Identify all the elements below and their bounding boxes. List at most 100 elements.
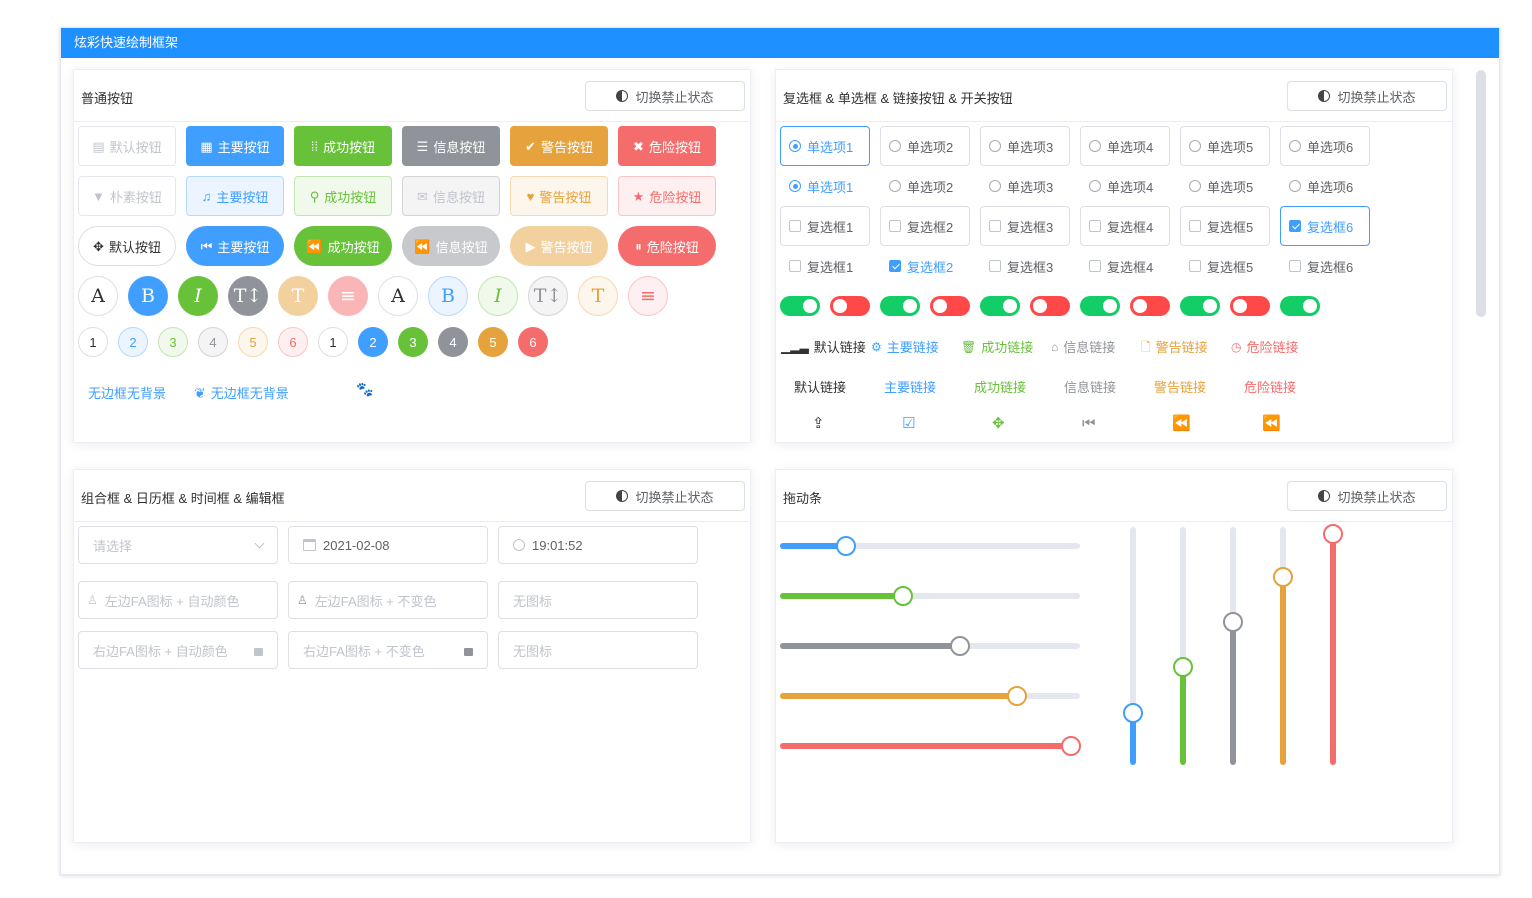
align-icon-button[interactable]: ≡ — [328, 276, 368, 316]
danger-text-link[interactable]: 危险链接 — [1244, 380, 1297, 395]
primary-button[interactable]: ⏮ 主要按钮 — [186, 226, 284, 266]
info-button[interactable]: ☰ 信息按钮 — [402, 126, 500, 166]
toggle-disabled-button[interactable]: 切换禁止状态 — [585, 81, 745, 111]
text-height-icon-button[interactable]: T↕ — [228, 276, 268, 316]
paw-button[interactable]: 🐾 — [356, 382, 373, 396]
slider-thumb[interactable] — [1007, 686, 1027, 706]
slider-thumb[interactable] — [1323, 524, 1343, 545]
radio-bordered-1[interactable]: 单选项1 — [780, 126, 870, 166]
checkbox-1[interactable]: 复选框1 — [789, 256, 853, 276]
primary-button[interactable]: ♫ 主要按钮 — [186, 176, 284, 216]
input-no-icon[interactable]: 无图标 — [498, 581, 698, 619]
toggle-switch[interactable] — [1230, 296, 1270, 316]
success-icon-button[interactable]: ✥ — [992, 416, 1005, 431]
radio-2[interactable]: 单选项2 — [889, 176, 953, 196]
toggle-switch[interactable] — [880, 296, 920, 316]
toggle-switch[interactable] — [780, 296, 820, 316]
danger-button[interactable]: ⏸ 危险按钮 — [618, 226, 716, 266]
number-button[interactable]: 1 — [318, 327, 348, 357]
info-icon-link[interactable]: ⌂ 信息链接 — [1051, 337, 1115, 356]
danger-button[interactable]: ✖ 危险按钮 — [618, 126, 716, 166]
number-button[interactable]: 6 — [278, 327, 308, 357]
warning-button[interactable]: ▶ 警告按钮 — [510, 226, 608, 266]
number-button[interactable]: 3 — [158, 327, 188, 357]
slider-thumb[interactable] — [1223, 612, 1243, 633]
toggle-switch[interactable] — [980, 296, 1020, 316]
input-right-icon-fixed[interactable]: 右边FA图标 + 不变色 — [288, 631, 488, 669]
vertical-slider[interactable] — [1173, 527, 1193, 765]
success-text-link[interactable]: 成功链接 — [974, 380, 1027, 395]
toggle-disabled-button[interactable]: 切换禁止状态 — [585, 481, 745, 511]
checkbox-bordered-1[interactable]: 复选框1 — [780, 206, 870, 246]
italic-icon-button[interactable]: I — [178, 276, 218, 316]
italic-icon-button[interactable]: I — [478, 276, 518, 316]
default-text-link[interactable]: 默认链接 — [794, 380, 847, 395]
checkbox-4[interactable]: 复选框4 — [1089, 256, 1153, 276]
slider-thumb[interactable] — [1061, 736, 1081, 756]
info-icon-button[interactable]: ⏮ — [1082, 416, 1096, 431]
number-button[interactable]: 1 — [78, 327, 108, 357]
success-button[interactable]: ⏪ 成功按钮 — [294, 226, 392, 266]
number-button[interactable]: 2 — [358, 327, 388, 357]
select-combobox[interactable]: 请选择 — [78, 526, 278, 564]
bold-icon-button[interactable]: B — [428, 276, 468, 316]
text-underline-icon-button[interactable]: T — [278, 276, 318, 316]
danger-icon-button[interactable]: ⏪ — [1262, 416, 1281, 431]
horizontal-slider[interactable] — [780, 686, 1080, 706]
slider-thumb[interactable] — [1273, 566, 1293, 587]
checkbox-bordered-2[interactable]: 复选框2 — [880, 206, 970, 246]
input-left-icon-auto[interactable]: ♙ 左边FA图标 + 自动颜色 — [78, 581, 278, 619]
radio-5[interactable]: 单选项5 — [1189, 176, 1253, 196]
number-button[interactable]: 6 — [518, 327, 548, 357]
warning-icon-link[interactable]: 🗋 警告链接 — [1141, 337, 1208, 356]
date-picker[interactable]: 2021-02-08 — [288, 526, 488, 564]
input-right-icon-auto[interactable]: 右边FA图标 + 自动颜色 — [78, 631, 278, 669]
default-button[interactable]: ✥ 默认按钮 — [78, 226, 176, 266]
radio-3[interactable]: 单选项3 — [989, 176, 1053, 196]
font-icon-button[interactable]: A — [378, 276, 418, 316]
toggle-switch[interactable] — [1080, 296, 1120, 316]
vertical-scrollbar[interactable] — [1476, 70, 1486, 317]
number-button[interactable]: 3 — [398, 327, 428, 357]
slider-thumb[interactable] — [1123, 702, 1143, 723]
bold-icon-button[interactable]: B — [128, 276, 168, 316]
checkbox-bordered-4[interactable]: 复选框4 — [1080, 206, 1170, 246]
danger-icon-link[interactable]: ◷ 危险链接 — [1231, 337, 1299, 356]
warning-button[interactable]: ✔ 警告按钮 — [510, 126, 608, 166]
slider-thumb[interactable] — [950, 636, 970, 656]
number-button[interactable]: 4 — [198, 327, 228, 357]
horizontal-slider[interactable] — [780, 636, 1080, 656]
vertical-slider[interactable] — [1323, 524, 1343, 765]
toggle-switch[interactable] — [830, 296, 870, 316]
warning-text-link[interactable]: 警告链接 — [1154, 380, 1207, 395]
checkbox-2[interactable]: 复选框2 — [889, 256, 953, 276]
horizontal-slider[interactable] — [780, 536, 1080, 556]
horizontal-slider[interactable] — [780, 736, 1081, 756]
default-icon-button[interactable]: ⇪ — [812, 416, 825, 431]
success-icon-link[interactable]: 🗑 成功链接 — [961, 337, 1033, 356]
toggle-disabled-button[interactable]: 切换禁止状态 — [1287, 81, 1447, 111]
primary-button[interactable]: ▦ 主要按钮 — [186, 126, 284, 166]
horizontal-slider[interactable] — [780, 586, 1080, 606]
info-text-link[interactable]: 信息链接 — [1064, 380, 1117, 395]
warning-button[interactable]: ♥ 警告按钮 — [510, 176, 608, 216]
radio-bordered-3[interactable]: 单选项3 — [980, 126, 1070, 166]
toggle-switch[interactable] — [930, 296, 970, 316]
number-button[interactable]: 5 — [238, 327, 268, 357]
info-button[interactable]: ✉ 信息按钮 — [402, 176, 500, 216]
checkbox-5[interactable]: 复选框5 — [1189, 256, 1253, 276]
radio-bordered-6[interactable]: 单选项6 — [1280, 126, 1370, 166]
radio-bordered-5[interactable]: 单选项5 — [1180, 126, 1270, 166]
toggle-switch[interactable] — [1030, 296, 1070, 316]
text-height-icon-button[interactable]: T↕ — [528, 276, 568, 316]
radio-bordered-2[interactable]: 单选项2 — [880, 126, 970, 166]
number-button[interactable]: 2 — [118, 327, 148, 357]
primary-icon-button[interactable]: ☑ — [902, 416, 915, 431]
radio-6[interactable]: 单选项6 — [1289, 176, 1353, 196]
checkbox-bordered-3[interactable]: 复选框3 — [980, 206, 1070, 246]
radio-1[interactable]: 单选项1 — [789, 176, 853, 196]
primary-text-link[interactable]: 主要链接 — [884, 380, 937, 395]
text-underline-icon-button[interactable]: T — [578, 276, 618, 316]
slider-thumb[interactable] — [836, 536, 856, 556]
slider-thumb[interactable] — [1173, 657, 1193, 678]
